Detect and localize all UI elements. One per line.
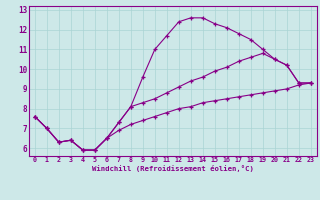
X-axis label: Windchill (Refroidissement éolien,°C): Windchill (Refroidissement éolien,°C) xyxy=(92,165,254,172)
